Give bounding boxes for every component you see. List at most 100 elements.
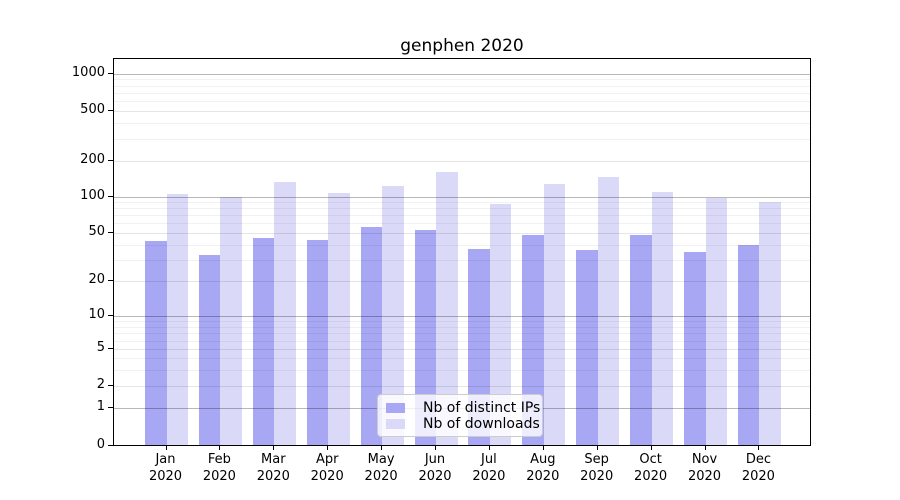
x-tick-label-aug: Aug 2020 <box>526 452 560 484</box>
y-tick-label-5: 5 <box>96 340 105 356</box>
x-tick-label-oct: Oct 2020 <box>634 452 668 484</box>
gridline-800 <box>114 85 810 87</box>
y-tick-label-0: 0 <box>96 436 105 452</box>
bar-distinct-ips-may <box>360 226 383 445</box>
x-tick-label-dec: Dec 2020 <box>741 452 775 484</box>
y-tick-mark-50 <box>108 231 113 233</box>
bar-distinct-ips-oct <box>630 235 652 445</box>
gridline-90 <box>114 202 810 204</box>
x-tick-mark-mar <box>273 446 275 450</box>
legend-swatch-distinct-ips <box>386 403 405 413</box>
legend-swatch-downloads <box>386 419 405 429</box>
y-tick-mark-500 <box>108 110 113 111</box>
gridline-3 <box>114 369 810 371</box>
gridline-400 <box>114 123 810 125</box>
bar-distinct-ips-sep <box>576 250 598 445</box>
gridline-8 <box>114 326 810 328</box>
gridline-6 <box>114 340 810 342</box>
bar-downloads-apr <box>328 192 350 445</box>
gridline-40 <box>114 244 810 246</box>
bar-downloads-aug <box>543 184 566 445</box>
gridline-500 <box>114 111 810 112</box>
bar-downloads-jun <box>436 172 458 445</box>
bar-downloads-may <box>382 186 404 445</box>
bar-downloads-jan <box>166 193 188 445</box>
gridline-300 <box>114 138 810 140</box>
gridline-600 <box>114 101 810 103</box>
y-tick-mark-5 <box>108 348 113 350</box>
bar-distinct-ips-aug <box>522 235 544 445</box>
gridline-50 <box>114 232 810 234</box>
bar-distinct-ips-nov <box>684 251 706 445</box>
y-tick-mark-1000 <box>108 72 113 74</box>
y-tick-mark-0 <box>108 444 113 446</box>
bar-distinct-ips-jun <box>414 229 436 445</box>
gridline-30 <box>114 259 810 261</box>
bar-distinct-ips-mar <box>252 238 275 445</box>
x-tick-mark-jun <box>435 446 436 450</box>
y-tick-mark-200 <box>108 160 113 161</box>
x-tick-label-nov: Nov 2020 <box>687 452 722 484</box>
y-tick-label-1: 1 <box>96 399 105 415</box>
gridline-70 <box>114 215 810 217</box>
gridline-200 <box>114 161 810 162</box>
chart-title: genphen 2020 <box>400 36 524 56</box>
legend-row-downloads: Nb of downloads <box>386 416 540 432</box>
bar-distinct-ips-dec <box>737 244 760 445</box>
gridline-4 <box>114 358 810 360</box>
x-tick-mark-jan <box>165 446 167 450</box>
y-tick-mark-20 <box>108 280 113 281</box>
bar-downloads-mar <box>274 182 296 445</box>
gridline-20 <box>114 281 810 282</box>
x-tick-mark-dec <box>758 446 760 450</box>
legend-row-distinct-ips: Nb of distinct IPs <box>386 400 540 416</box>
y-tick-mark-2 <box>108 385 113 386</box>
bar-downloads-nov <box>705 197 727 445</box>
x-tick-label-jul: Jul 2020 <box>472 452 506 484</box>
y-tick-mark-1 <box>108 407 113 409</box>
bar-downloads-feb <box>220 196 242 445</box>
gridline-100 <box>114 196 810 198</box>
y-tick-label-50: 50 <box>88 223 105 239</box>
gridline-10 <box>114 316 810 317</box>
y-tick-mark-10 <box>108 315 113 316</box>
x-tick-label-jan: Jan 2020 <box>148 452 183 484</box>
gridline-80 <box>114 208 810 210</box>
legend: Nb of distinct IPs Nb of downloads <box>377 394 543 437</box>
y-tick-label-100: 100 <box>80 187 105 203</box>
bar-downloads-oct <box>651 191 674 445</box>
bar-distinct-ips-jan <box>145 240 167 445</box>
y-tick-label-1000: 1000 <box>71 64 105 80</box>
legend-label-downloads: Nb of downloads <box>423 416 540 432</box>
x-tick-mark-may <box>381 446 383 450</box>
x-tick-mark-nov <box>704 446 706 450</box>
gridline-2 <box>114 386 810 387</box>
x-tick-label-sep: Sep 2020 <box>580 452 614 484</box>
y-tick-label-10: 10 <box>88 307 105 322</box>
plot-area <box>113 58 811 446</box>
y-tick-label-200: 200 <box>80 152 105 167</box>
x-tick-mark-aug <box>542 446 544 450</box>
y-tick-mark-100 <box>108 195 113 197</box>
y-tick-label-500: 500 <box>80 102 105 117</box>
x-tick-mark-oct <box>650 446 652 450</box>
x-tick-label-jun: Jun 2020 <box>418 452 452 484</box>
gridline-700 <box>114 92 810 94</box>
x-tick-mark-jul <box>488 446 490 450</box>
legend-label-distinct-ips: Nb of distinct IPs <box>423 400 541 416</box>
bar-downloads-jul <box>489 203 512 445</box>
bar-distinct-ips-apr <box>306 239 329 445</box>
y-tick-label-20: 20 <box>88 272 105 287</box>
x-tick-label-mar: Mar 2020 <box>256 452 290 484</box>
x-tick-label-apr: Apr 2020 <box>310 452 344 484</box>
gridline-5 <box>114 349 810 351</box>
x-tick-mark-feb <box>219 446 221 450</box>
bar-downloads-sep <box>597 177 620 445</box>
x-tick-label-feb: Feb 2020 <box>202 452 236 484</box>
x-tick-mark-sep <box>596 446 598 450</box>
gridline-900 <box>114 79 810 81</box>
bar-distinct-ips-feb <box>198 254 221 445</box>
x-tick-mark-apr <box>327 446 329 450</box>
gridline-1000 <box>114 73 810 75</box>
